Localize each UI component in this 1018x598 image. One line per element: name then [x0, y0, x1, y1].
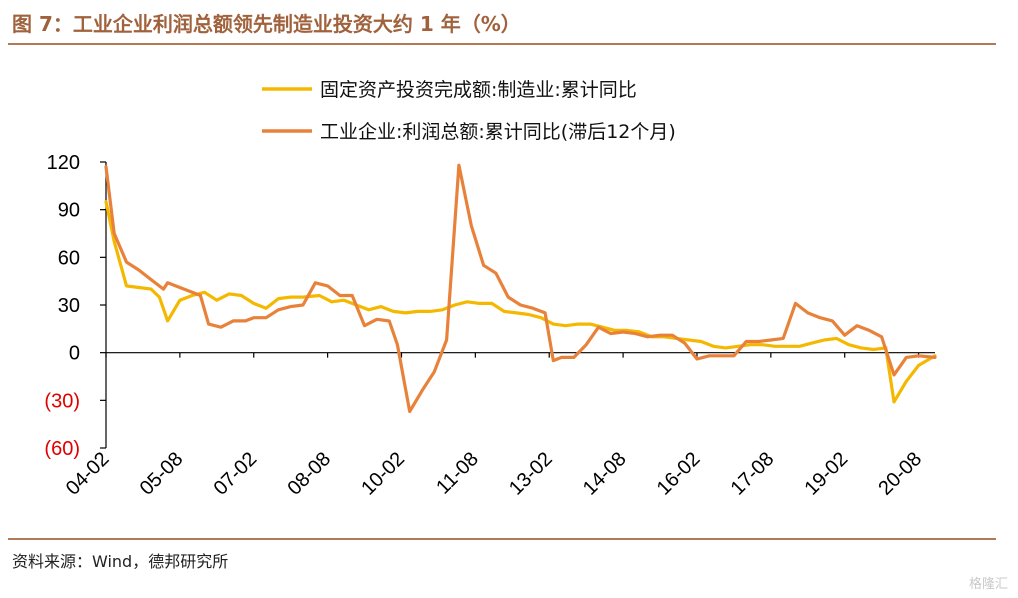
x-tick-label: 05-08	[136, 448, 188, 500]
x-tick-label: 14-08	[579, 448, 631, 500]
y-tick-label: 120	[47, 152, 80, 174]
y-tick-label: (30)	[44, 390, 80, 412]
x-tick-label: 20-08	[874, 448, 926, 500]
watermark: 格隆汇	[968, 577, 1008, 592]
series-line-1	[104, 200, 937, 404]
source-note: 资料来源：Wind，德邦研究所	[12, 552, 229, 571]
x-tick-label: 11-08	[432, 448, 483, 499]
y-axis: 120 90 60 30 0 (30) (60)	[44, 152, 107, 460]
x-tick-label: 19-02	[801, 448, 853, 500]
legend-label-2: 工业企业:利润总额:累计同比(滞后12个月)	[320, 121, 676, 143]
footer-divider	[8, 538, 996, 540]
x-tick-label: 07-02	[210, 448, 262, 500]
title-divider	[8, 43, 996, 45]
x-axis: 04-02 05-08 07-02 08-08 10-02 11-08 13-02 14-08…	[62, 352, 935, 500]
series-layer	[104, 163, 937, 414]
figure-title: 图 7：工业企业利润总额领先制造业投资大约 1 年（%）	[12, 12, 521, 36]
y-tick-label: 0	[69, 343, 80, 365]
x-tick-label: 08-08	[283, 448, 335, 500]
x-tick-label: 16-02	[653, 448, 705, 500]
x-tick-label: 10-02	[357, 448, 409, 500]
y-tick-label: 60	[58, 247, 80, 269]
x-tick-label: 17-08	[727, 448, 779, 500]
y-tick-label: 90	[58, 200, 80, 222]
series-line-2	[104, 163, 937, 414]
y-tick-label: (60)	[44, 438, 80, 460]
legend-label-1: 固定资产投资完成额:制造业:累计同比	[320, 79, 637, 101]
x-tick-label: 13-02	[505, 448, 557, 500]
y-tick-label: 30	[58, 295, 80, 317]
